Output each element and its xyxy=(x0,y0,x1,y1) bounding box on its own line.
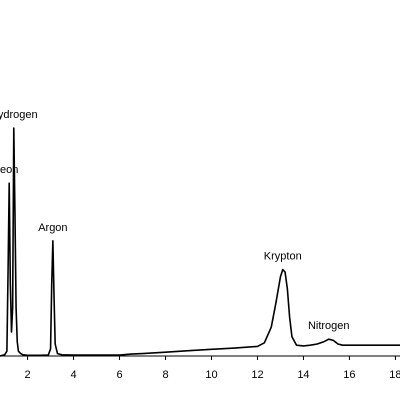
peak-label: Krypton xyxy=(264,251,302,263)
peak-label: Nitrogen xyxy=(308,320,350,332)
plot-area xyxy=(0,127,400,357)
peak-label: eon xyxy=(0,164,18,176)
peak-label: Hydrogen xyxy=(0,109,38,121)
x-tick-label: 12 xyxy=(251,369,263,381)
x-tick-label: 18 xyxy=(389,369,400,381)
x-tick-label: 14 xyxy=(297,369,309,381)
x-tick-label: 10 xyxy=(205,369,217,381)
x-tick-label: 4 xyxy=(71,369,77,381)
x-axis: 2 4 6 8 10 12 14 16 18 xyxy=(0,355,400,381)
peak-labels: eon Hydrogen Argon Krypton Nitrogen xyxy=(0,109,350,332)
x-tick-label: 6 xyxy=(116,369,122,381)
x-tick-label: 2 xyxy=(25,369,31,381)
x-tick-label: 16 xyxy=(343,369,355,381)
peak-label: Argon xyxy=(38,222,67,234)
x-tick-label: 8 xyxy=(162,369,168,381)
chromatogram-trace xyxy=(0,127,400,357)
